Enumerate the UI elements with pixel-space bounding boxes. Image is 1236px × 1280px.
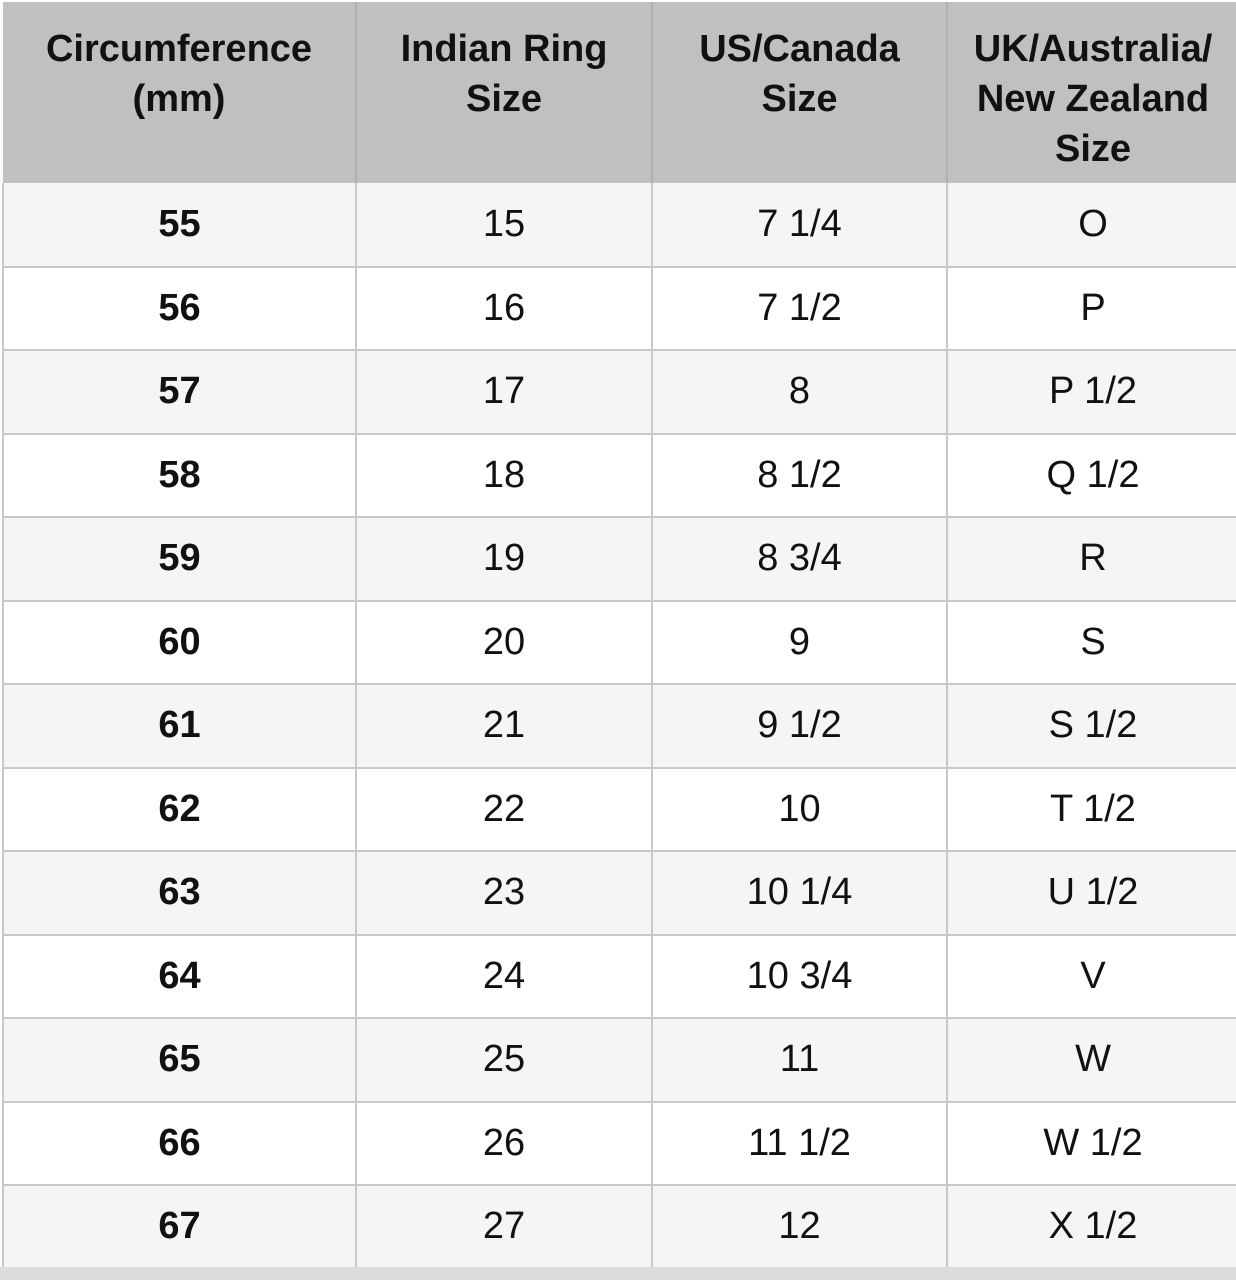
table-row: 59 19 8 3/4 R [2, 517, 1236, 602]
table-row: 55 15 7 1/4 O [2, 183, 1236, 268]
cell-us-canada-size: 8 1/2 [651, 433, 948, 518]
cell-circumference: 57 [2, 350, 357, 435]
cell-indian-size: 23 [355, 851, 653, 936]
header-uk-au-nz-size: UK/Australia/ New Zealand Size [947, 2, 1236, 183]
cell-uk-au-nz-size: Q 1/2 [946, 433, 1236, 518]
cell-circumference: 59 [2, 517, 357, 602]
table-row: 60 20 9 S [2, 600, 1236, 685]
cell-us-canada-size: 7 1/2 [651, 266, 948, 351]
cell-indian-size: 18 [355, 433, 653, 518]
cell-circumference: 67 [2, 1185, 357, 1270]
cell-indian-size: 15 [355, 183, 653, 268]
table-row: 64 24 10 3/4 V [2, 934, 1236, 1019]
table-row: 63 23 10 1/4 U 1/2 [2, 851, 1236, 936]
cell-us-canada-size: 10 1/4 [651, 851, 948, 936]
table-row: 65 25 11 W [2, 1018, 1236, 1103]
cell-uk-au-nz-size: V [946, 934, 1236, 1019]
cell-us-canada-size: 7 1/4 [651, 183, 948, 268]
cell-us-canada-size: 8 3/4 [651, 517, 948, 602]
header-circumference: Circumference (mm) [3, 2, 357, 183]
cell-circumference: 64 [2, 934, 357, 1019]
cell-us-canada-size: 9 [651, 600, 948, 685]
cell-circumference: 66 [2, 1101, 357, 1186]
cell-uk-au-nz-size: P [946, 266, 1236, 351]
header-us-canada-size: US/Canada Size [652, 2, 948, 183]
cell-uk-au-nz-size: S [946, 600, 1236, 685]
table-row: 56 16 7 1/2 P [2, 266, 1236, 351]
cell-uk-au-nz-size: X 1/2 [946, 1185, 1236, 1270]
cell-indian-size: 17 [355, 350, 653, 435]
cell-us-canada-size: 10 [651, 767, 948, 852]
cell-indian-size: 19 [355, 517, 653, 602]
cell-uk-au-nz-size: S 1/2 [946, 684, 1236, 769]
cell-circumference: 60 [2, 600, 357, 685]
cell-uk-au-nz-size: T 1/2 [946, 767, 1236, 852]
cell-indian-size: 21 [355, 684, 653, 769]
table-row: 57 17 8 P 1/2 [2, 350, 1236, 435]
cell-circumference: 65 [2, 1018, 357, 1103]
cell-us-canada-size: 9 1/2 [651, 684, 948, 769]
cell-indian-size: 25 [355, 1018, 653, 1103]
table-row: 66 26 11 1/2 W 1/2 [2, 1101, 1236, 1186]
cell-us-canada-size: 10 3/4 [651, 934, 948, 1019]
cell-uk-au-nz-size: W 1/2 [946, 1101, 1236, 1186]
cell-indian-size: 16 [355, 266, 653, 351]
cell-uk-au-nz-size: O [946, 183, 1236, 268]
cell-indian-size: 20 [355, 600, 653, 685]
table-row: 62 22 10 T 1/2 [2, 767, 1236, 852]
table-row: 67 27 12 X 1/2 [2, 1185, 1236, 1270]
cell-indian-size: 24 [355, 934, 653, 1019]
bottom-strip [0, 1267, 1236, 1280]
cell-uk-au-nz-size: R [946, 517, 1236, 602]
cell-circumference: 58 [2, 433, 357, 518]
header-indian-size: Indian Ring Size [356, 2, 653, 183]
cell-circumference: 62 [2, 767, 357, 852]
cell-uk-au-nz-size: U 1/2 [946, 851, 1236, 936]
cell-circumference: 56 [2, 266, 357, 351]
table-row: 58 18 8 1/2 Q 1/2 [2, 433, 1236, 518]
cell-us-canada-size: 11 1/2 [651, 1101, 948, 1186]
cell-us-canada-size: 11 [651, 1018, 948, 1103]
cell-uk-au-nz-size: W [946, 1018, 1236, 1103]
cell-circumference: 55 [2, 183, 357, 268]
cell-circumference: 63 [2, 851, 357, 936]
cell-uk-au-nz-size: P 1/2 [946, 350, 1236, 435]
cell-us-canada-size: 8 [651, 350, 948, 435]
cell-indian-size: 27 [355, 1185, 653, 1270]
header-row: Circumference (mm) Indian Ring Size US/C… [3, 2, 1236, 183]
cell-us-canada-size: 12 [651, 1185, 948, 1270]
cell-indian-size: 26 [355, 1101, 653, 1186]
cell-indian-size: 22 [355, 767, 653, 852]
table-row: 61 21 9 1/2 S 1/2 [2, 684, 1236, 769]
cell-circumference: 61 [2, 684, 357, 769]
